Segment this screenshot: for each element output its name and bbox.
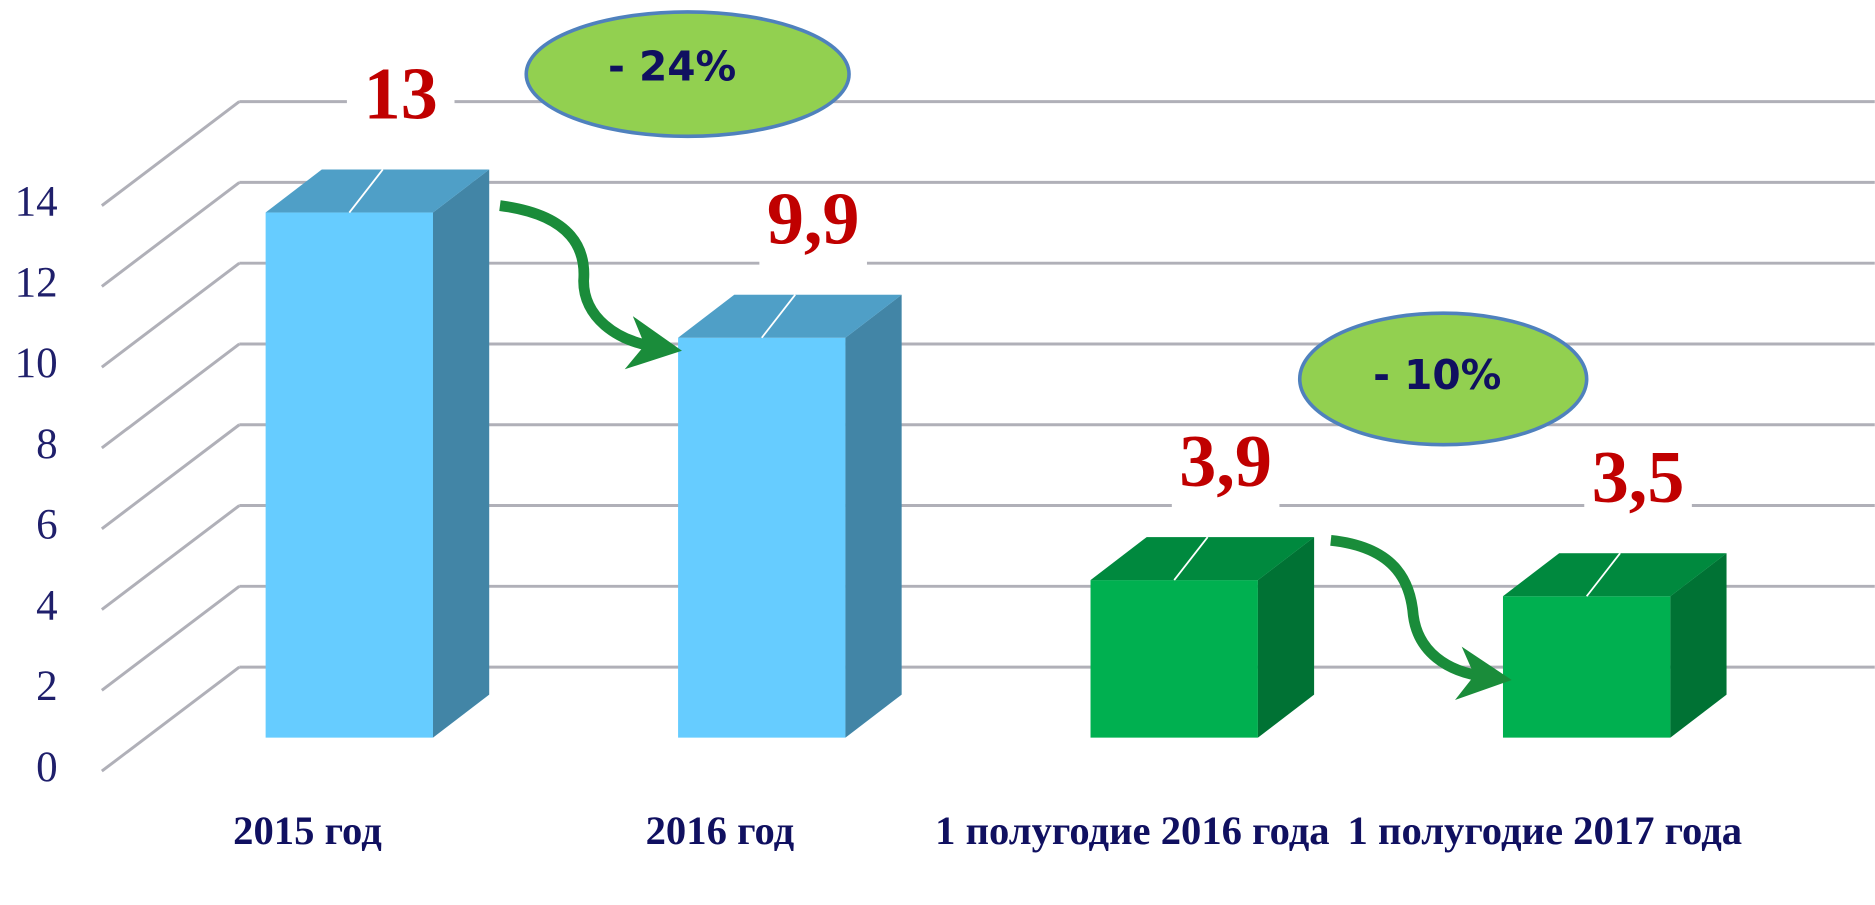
bar [265, 168, 490, 738]
bars [265, 168, 1727, 738]
bar-front [1502, 596, 1671, 738]
bar-side [432, 169, 490, 738]
bar-top-line [1585, 552, 1621, 597]
bar-side [845, 294, 902, 738]
x-tick-label: 1 полугодие 2017 года [1347, 809, 1743, 854]
bar-top [678, 294, 902, 338]
bar-side-shade [1257, 537, 1315, 738]
annotation-bubble [524, 10, 851, 139]
bar [678, 294, 902, 738]
y-tick-label: 12 [15, 259, 58, 306]
annotation-bubble [1297, 311, 1589, 447]
bar-front [1090, 580, 1258, 738]
value-label-bg [1171, 427, 1280, 509]
bar-top-shade [1502, 553, 1727, 597]
bar-side-shade [432, 169, 490, 738]
bar-side-shade [845, 294, 902, 738]
y-tick-label: 2 [36, 663, 58, 710]
x-tick-label: 2015 год [233, 809, 382, 854]
bar-side [1257, 537, 1315, 738]
value-label: 13 [364, 53, 438, 135]
value-label-bg [1584, 443, 1692, 525]
grid-line [100, 100, 241, 207]
x-tick-label: 2016 год [645, 809, 795, 854]
value-label: 9,9 [767, 179, 860, 261]
bar [1502, 552, 1727, 738]
x-tick-label-box: 2015 год [233, 809, 382, 854]
value-label-bg [346, 59, 455, 141]
grid-line [100, 261, 241, 369]
annotation: - 24% [608, 42, 736, 90]
bar-top [265, 169, 490, 213]
bar-top [1090, 537, 1315, 581]
grid: 0 2 4 6 8 10 12 14 [15, 100, 1875, 791]
bar-front [678, 337, 846, 738]
value-label: 3,9 [1179, 421, 1272, 503]
bar-top-shade [678, 294, 902, 338]
annotation: - 10% [1373, 351, 1501, 399]
y-tick-label: 4 [36, 582, 58, 629]
bar-top-shade [1090, 537, 1315, 581]
arrow [499, 200, 682, 370]
bar-top-line [761, 294, 796, 339]
x-tick-label-box: 2016 год [645, 809, 795, 854]
grid-line [100, 181, 241, 288]
bar-top [1502, 553, 1727, 597]
y-tick-label: 10 [15, 340, 58, 387]
y-tick-label: 0 [36, 744, 58, 791]
grid-line [100, 423, 241, 530]
bar-top-line [1173, 536, 1209, 581]
value-label: 3,5 [1592, 437, 1685, 519]
value-label-bg [759, 184, 867, 267]
x-tick-label-box: 1 полугодие 2017 года [1347, 809, 1743, 854]
bar-side [1670, 553, 1727, 738]
bar-top-shade [265, 169, 490, 213]
y-tick-label: 6 [36, 502, 58, 549]
bar-side-shade [1670, 553, 1727, 738]
grid-line [100, 665, 241, 773]
x-tick-label-box: 1 полугодие 2016 года [935, 809, 1330, 854]
bar [1090, 536, 1315, 738]
grid-line [100, 585, 241, 692]
x-tick-label: 1 полугодие 2016 года [935, 809, 1330, 854]
y-tick-label: 8 [36, 421, 58, 468]
arrow [1330, 535, 1512, 700]
y-tick-label: 14 [15, 179, 58, 226]
labels: 13 2015 год 9,9 2016 год 3,9 1 полугодие 2016… [233, 53, 1743, 854]
bar-front [265, 212, 433, 738]
grid-line [100, 342, 241, 450]
bar-top-line [348, 168, 384, 214]
grid-line [100, 504, 241, 611]
